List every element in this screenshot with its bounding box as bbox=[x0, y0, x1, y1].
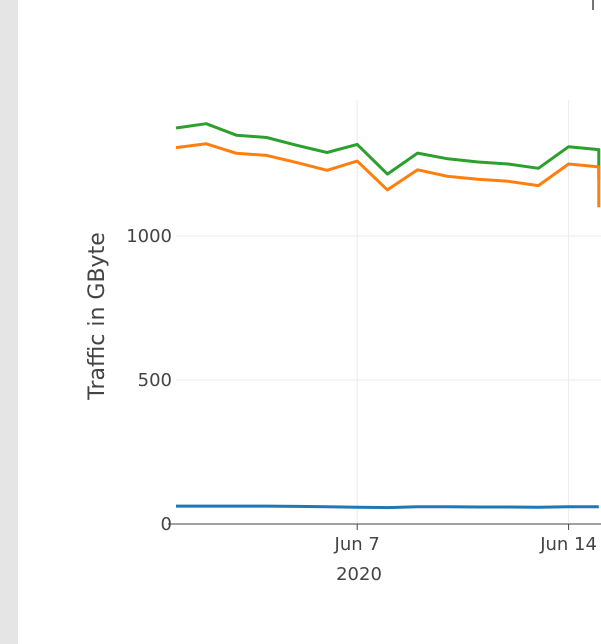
y-tick-label: 500 bbox=[138, 370, 172, 391]
x-tick-label: Jun 7 bbox=[334, 534, 380, 555]
grid-lines bbox=[176, 100, 601, 524]
clipped-chart-title: | bbox=[590, 0, 601, 10]
y-tick-label: 1000 bbox=[126, 226, 172, 247]
x-tick-labels: Jun 7 Jun 14 bbox=[334, 524, 597, 555]
y-tick-label: 0 bbox=[161, 514, 172, 535]
series-line-2 bbox=[175, 142, 601, 208]
y-tick-labels: 0 500 1000 bbox=[126, 226, 176, 535]
series-line-3 bbox=[176, 504, 599, 510]
series-lines bbox=[175, 122, 601, 510]
page-left-band bbox=[0, 0, 18, 644]
x-year-label: 2020 bbox=[336, 564, 382, 585]
series-line-1 bbox=[175, 122, 601, 180]
x-tick-label: Jun 14 bbox=[539, 534, 597, 555]
chart-panel bbox=[18, 0, 601, 644]
y-axis-label: Traffic in GByte bbox=[85, 232, 110, 400]
